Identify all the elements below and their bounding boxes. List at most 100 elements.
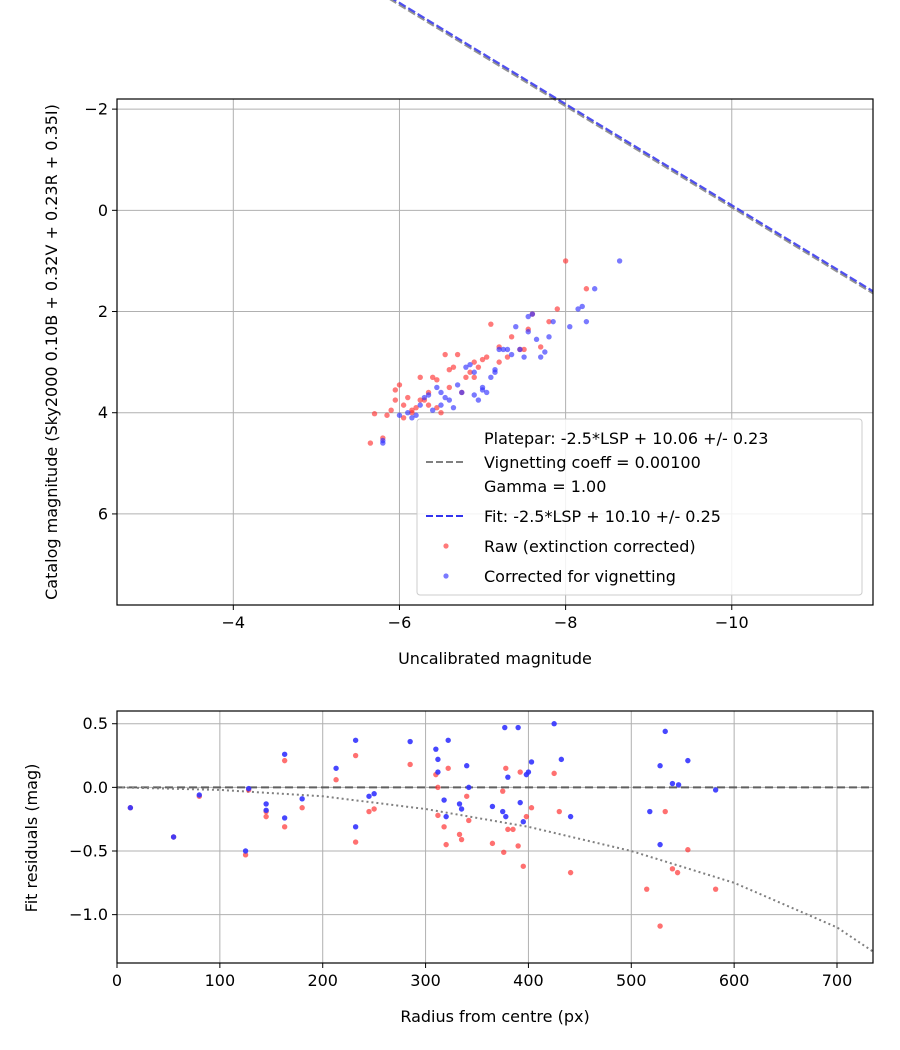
raw-residual-point bbox=[441, 824, 447, 830]
raw-data-point bbox=[417, 397, 423, 403]
corrected-data-point bbox=[450, 404, 457, 411]
corrected-data-point bbox=[438, 389, 444, 396]
calibration-x-tick-label: −10 bbox=[715, 613, 749, 632]
raw-residual-point bbox=[281, 757, 288, 764]
corrected-residual-point bbox=[445, 737, 451, 743]
raw-residual-point bbox=[523, 813, 530, 820]
residuals-x-tick-label: 300 bbox=[410, 971, 441, 990]
raw-residual-point bbox=[712, 886, 719, 892]
raw-residual-point bbox=[443, 841, 449, 848]
corrected-data-point bbox=[542, 349, 548, 355]
legend-gamma-text: Gamma = 1.00 bbox=[484, 477, 606, 496]
raw-residual-point bbox=[500, 788, 506, 794]
residuals-plot-frame bbox=[116, 710, 874, 964]
residuals-reference-lines bbox=[116, 786, 874, 953]
corrected-data-point bbox=[471, 369, 477, 375]
corrected-residual-point bbox=[528, 759, 535, 765]
corrected-data-point bbox=[521, 354, 527, 360]
calibration-y-tick-label: 0 bbox=[98, 201, 108, 220]
corrected-data-point bbox=[529, 311, 536, 317]
raw-data-point bbox=[583, 286, 590, 292]
fit-line-fit bbox=[392, 0, 874, 293]
legend-platepar-text: Platepar: -2.5*LSP + 10.06 +/- 0.23 bbox=[484, 429, 768, 448]
corrected-residual-point bbox=[407, 738, 413, 745]
residuals-x-tick-label: 600 bbox=[719, 971, 750, 990]
raw-residual-point bbox=[505, 826, 511, 833]
raw-data-point bbox=[446, 367, 453, 373]
corrected-residual-point bbox=[435, 769, 441, 775]
corrected-data-point bbox=[517, 346, 523, 353]
raw-data-point bbox=[446, 384, 453, 391]
raw-data-point bbox=[413, 404, 419, 411]
raw-residual-point bbox=[435, 812, 441, 819]
corrected-data-point bbox=[513, 324, 519, 330]
residuals-x-tick-label: 200 bbox=[307, 971, 338, 990]
corrected-data-point bbox=[550, 318, 556, 325]
corrected-residual-point bbox=[170, 834, 177, 840]
raw-residual-point bbox=[556, 808, 562, 815]
raw-residual-point bbox=[644, 886, 650, 892]
corrected-residual-point bbox=[433, 746, 439, 752]
corrected-data-point bbox=[438, 402, 444, 408]
residuals-y-axis-label: Fit residuals (mag) bbox=[22, 764, 41, 913]
raw-data-point bbox=[479, 356, 486, 363]
raw-residual-point bbox=[371, 806, 377, 812]
raw-residual-point bbox=[528, 805, 535, 811]
legend-box bbox=[416, 418, 863, 596]
corrected-residual-point bbox=[647, 808, 653, 815]
raw-residual-point bbox=[551, 770, 557, 777]
calibration-y-tick-label: −2 bbox=[84, 100, 108, 119]
raw-residual-point bbox=[456, 831, 463, 838]
calibration-x-tick-label: −8 bbox=[554, 613, 578, 632]
corrected-residual-point bbox=[657, 841, 663, 848]
residuals-x-ticks: 0 100 200 300 400 500 600 700 bbox=[112, 963, 852, 990]
raw-residual-point bbox=[567, 869, 574, 876]
raw-data-point bbox=[425, 402, 432, 408]
corrected-data-point bbox=[471, 392, 477, 398]
corrected-residual-point bbox=[675, 782, 682, 788]
corrected-residual-point bbox=[299, 796, 305, 802]
raw-data-point bbox=[546, 318, 552, 325]
corrected-data-point bbox=[454, 382, 461, 388]
raw-data-point bbox=[537, 344, 544, 350]
corrected-residual-point bbox=[657, 763, 663, 769]
raw-residual-point bbox=[517, 769, 523, 775]
raw-data-point bbox=[392, 397, 399, 403]
raw-data-point bbox=[483, 354, 490, 360]
corrected-data-point bbox=[583, 318, 590, 325]
raw-data-point bbox=[454, 351, 461, 358]
corrected-residual-point bbox=[281, 815, 288, 821]
raw-residual-point bbox=[435, 784, 441, 791]
residuals-x-tick-label: 400 bbox=[513, 971, 544, 990]
corrected-residual-point bbox=[567, 813, 574, 820]
legend-fit-text: Fit: -2.5*LSP + 10.10 +/- 0.25 bbox=[484, 507, 721, 526]
corrected-data-point bbox=[417, 402, 423, 408]
corrected-residual-point bbox=[517, 799, 523, 806]
corrected-data-point bbox=[504, 346, 511, 353]
raw-residual-point bbox=[352, 839, 359, 845]
raw-residual-point bbox=[674, 869, 681, 876]
legend-corrected-text: Corrected for vignetting bbox=[484, 567, 676, 586]
corrected-data-point bbox=[396, 412, 403, 418]
raw-data-point bbox=[554, 306, 561, 312]
corrected-data-point bbox=[463, 364, 469, 370]
calibration-legend: Platepar: -2.5*LSP + 10.06 +/- 0.23 Vign… bbox=[416, 418, 863, 596]
residuals-y-tick-label: −0.5 bbox=[69, 842, 108, 861]
raw-data-point bbox=[471, 374, 477, 380]
raw-data-point bbox=[409, 407, 415, 413]
corrected-residual-point bbox=[352, 737, 359, 743]
calibration-y-tick-label: 4 bbox=[98, 403, 108, 422]
corrected-data-point bbox=[616, 258, 623, 264]
raw-residual-point bbox=[263, 813, 269, 820]
corrected-data-point bbox=[492, 369, 498, 375]
corrected-residual-point bbox=[456, 801, 463, 807]
corrected-data-point bbox=[425, 392, 432, 398]
residuals-chart: 0 100 200 300 400 500 600 700 0.5 0.0 −0.5 −1.0 Ra… bbox=[22, 710, 874, 1026]
legend-raw-text: Raw (extinction corrected) bbox=[484, 537, 696, 556]
residuals-y-tick-label: 0.5 bbox=[83, 714, 108, 733]
corrected-data-point bbox=[579, 303, 585, 310]
corrected-data-point bbox=[591, 286, 598, 292]
corrected-residual-point bbox=[502, 724, 508, 731]
residuals-x-axis-label: Radius from centre (px) bbox=[400, 1007, 589, 1026]
